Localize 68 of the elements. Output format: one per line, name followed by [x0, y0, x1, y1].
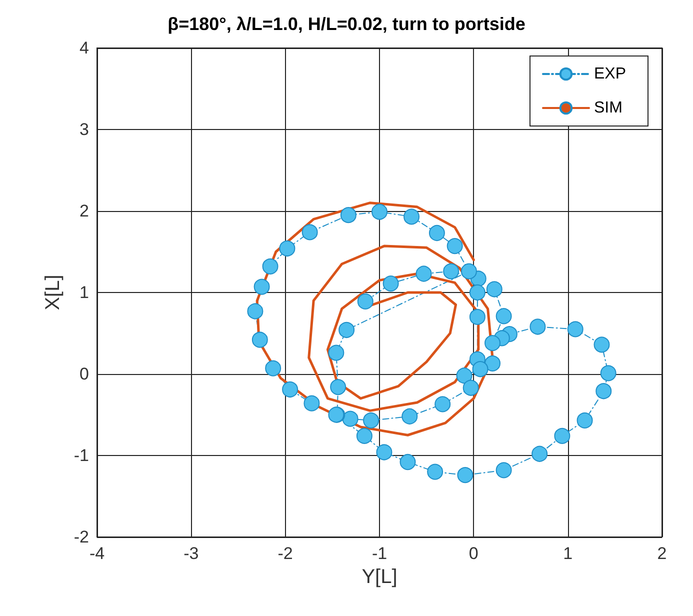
point — [434, 396, 451, 412]
x-tick-label: 0 — [468, 544, 478, 563]
point — [416, 266, 432, 282]
x-tick-label: -3 — [184, 544, 199, 563]
y-axis-title: X[L] — [42, 274, 64, 310]
point — [484, 355, 500, 372]
point — [532, 446, 548, 462]
point — [404, 208, 420, 225]
point — [594, 336, 610, 353]
point — [252, 332, 268, 348]
point — [330, 379, 346, 396]
point — [469, 308, 486, 325]
point — [342, 410, 358, 427]
point — [427, 464, 444, 480]
point — [356, 428, 372, 444]
point — [372, 204, 388, 220]
point — [472, 361, 488, 378]
point — [457, 467, 474, 484]
point — [456, 368, 472, 384]
point — [462, 380, 479, 396]
y-tick-label: -1 — [74, 446, 89, 465]
point — [443, 263, 460, 280]
x-tick-label: -1 — [372, 544, 388, 563]
x-tick-label: -2 — [278, 544, 293, 563]
point — [596, 383, 612, 400]
x-tick-label: -4 — [89, 544, 105, 563]
point — [496, 308, 512, 324]
point — [530, 318, 546, 335]
point — [486, 281, 502, 298]
y-tick-label: 0 — [80, 364, 89, 384]
point — [328, 344, 344, 361]
point — [402, 408, 418, 424]
point — [496, 462, 512, 478]
point — [382, 276, 399, 292]
point — [446, 238, 463, 254]
y-tick-label: 2 — [80, 202, 89, 220]
point — [302, 224, 318, 240]
point — [279, 240, 296, 256]
chart-title: β=180°, λ/L=1.0, H/L=0.02, turn to portside — [168, 14, 526, 34]
x-tick-label: 1 — [563, 544, 573, 563]
x-tick-label: 2 — [657, 544, 667, 563]
point — [338, 322, 355, 338]
point — [554, 428, 570, 444]
point — [265, 360, 282, 376]
point — [576, 412, 593, 428]
point — [363, 412, 380, 428]
point — [484, 335, 500, 352]
point — [254, 278, 270, 295]
legend-label: SIM — [594, 100, 622, 116]
point — [400, 454, 416, 470]
point — [428, 225, 445, 241]
point — [600, 365, 616, 382]
point — [376, 444, 392, 460]
point — [469, 284, 486, 300]
legend-label: EXP — [594, 66, 626, 82]
point — [567, 321, 584, 338]
x-axis-title: Y[L] — [362, 566, 398, 588]
y-tick-label: -2 — [74, 528, 89, 546]
point — [340, 207, 356, 224]
point — [282, 381, 298, 398]
point — [357, 293, 374, 310]
point — [304, 395, 320, 412]
point — [262, 258, 278, 274]
point — [247, 303, 264, 320]
y-tick-label: 3 — [80, 120, 89, 139]
y-tick-label: 1 — [80, 283, 89, 302]
point — [460, 263, 477, 280]
y-tick-label: 4 — [80, 38, 89, 58]
